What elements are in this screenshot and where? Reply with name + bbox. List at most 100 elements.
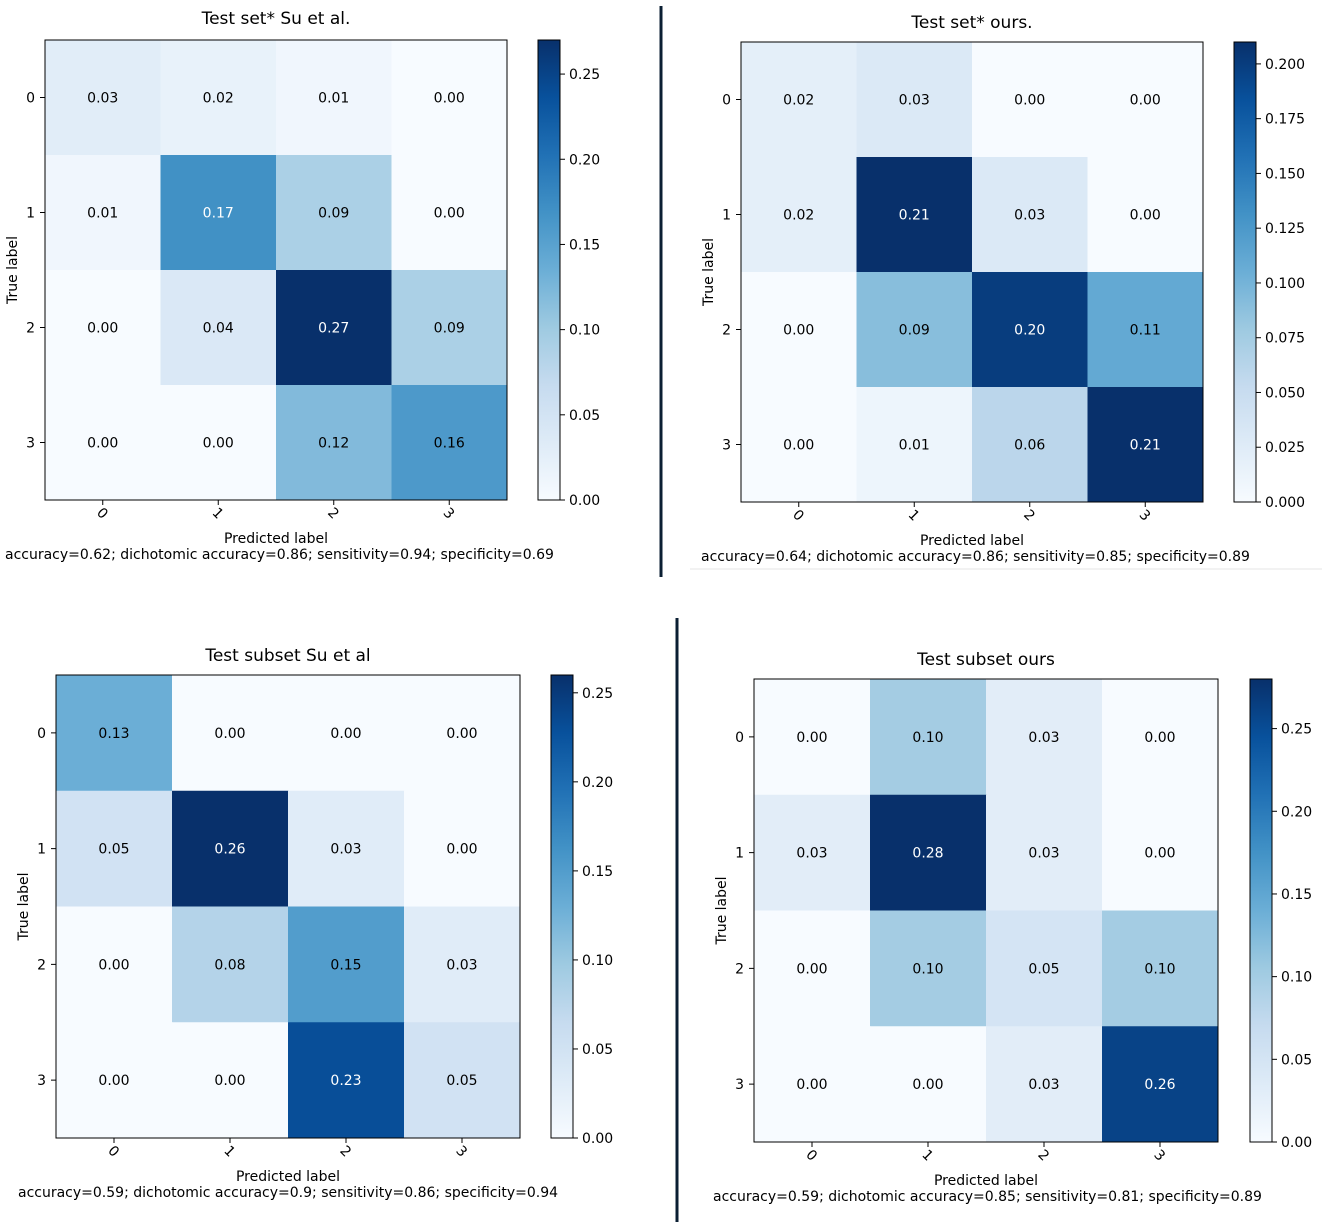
x-tick-label: 2 bbox=[324, 505, 342, 523]
colorbar-tick-label: 0.200 bbox=[1265, 57, 1305, 73]
heatmap-cell bbox=[870, 679, 987, 796]
heatmap-cell bbox=[986, 910, 1103, 1027]
heatmap-cell bbox=[856, 42, 973, 158]
heatmap-cell bbox=[972, 42, 1088, 158]
x-tick-label: 0 bbox=[802, 1147, 820, 1165]
x-tick-label: 0 bbox=[789, 507, 807, 525]
cell-value-label: 0.10 bbox=[912, 730, 943, 746]
x-tick-label: 1 bbox=[209, 505, 227, 523]
heatmap-cell bbox=[45, 155, 161, 271]
colorbar-tick-label: 0.000 bbox=[1265, 495, 1305, 511]
colorbar-tick-label: 0.100 bbox=[1265, 276, 1305, 292]
x-axis-label: Predicted label bbox=[934, 1173, 1038, 1189]
cell-value-label: 0.05 bbox=[98, 842, 129, 858]
heatmap-cell bbox=[404, 790, 521, 907]
heatmap-cell bbox=[856, 387, 973, 503]
heatmap-cell bbox=[172, 906, 289, 1023]
colorbar-tick-label: 0.15 bbox=[1281, 887, 1312, 903]
cell-value-label: 0.00 bbox=[783, 438, 814, 454]
cell-value-label: 0.02 bbox=[203, 91, 234, 107]
heatmap-cell bbox=[972, 272, 1088, 388]
colorbar bbox=[550, 674, 574, 1139]
cell-value-label: 0.03 bbox=[1014, 208, 1045, 224]
cell-value-label: 0.06 bbox=[1014, 438, 1045, 454]
y-axis-label: True label bbox=[714, 876, 730, 945]
y-tick-label: 1 bbox=[735, 846, 744, 862]
y-axis-label: True label bbox=[16, 872, 32, 941]
confusion-matrix-panel-1: Test set* Su et al. 0.03 0.02 0.01 0.00 0.01 0… bbox=[5, 9, 600, 563]
heatmap-cell bbox=[276, 385, 392, 501]
metrics-caption: accuracy=0.64; dichotomic accuracy=0.86;… bbox=[701, 549, 1250, 565]
heatmap-cell bbox=[754, 794, 871, 911]
chart-title: Test subset ours bbox=[916, 650, 1055, 670]
heatmap-cell bbox=[404, 675, 521, 792]
colorbar-tick-label: 0.05 bbox=[582, 1042, 613, 1058]
y-tick-label: 1 bbox=[37, 842, 46, 858]
heatmap-cell bbox=[754, 679, 871, 796]
heatmap-cell bbox=[56, 1022, 173, 1139]
cell-value-label: 0.20 bbox=[1014, 323, 1045, 339]
heatmap-cell bbox=[391, 270, 508, 386]
cell-value-label: 0.01 bbox=[318, 91, 349, 107]
colorbar-tick-label: 0.00 bbox=[582, 1131, 613, 1147]
cell-value-label: 0.04 bbox=[203, 321, 234, 337]
heatmap-cell bbox=[1087, 387, 1204, 503]
cell-value-label: 0.00 bbox=[1144, 730, 1175, 746]
cell-value-label: 0.00 bbox=[1144, 846, 1175, 862]
plot-frame bbox=[44, 39, 508, 501]
colorbar-tick-label: 0.25 bbox=[582, 686, 613, 702]
cell-value-label: 0.02 bbox=[783, 208, 814, 224]
heatmap-cell bbox=[1102, 679, 1219, 796]
cell-value-label: 0.00 bbox=[214, 1073, 245, 1089]
cell-value-label: 0.15 bbox=[330, 957, 361, 973]
heatmap-cell bbox=[288, 906, 405, 1023]
x-tick-label: 0 bbox=[93, 505, 111, 523]
colorbar-tick-label: 0.025 bbox=[1265, 440, 1305, 456]
heatmap-cell bbox=[276, 40, 392, 156]
heatmap-cell bbox=[288, 675, 405, 792]
colorbar bbox=[537, 39, 561, 501]
heatmap-cell bbox=[754, 1026, 871, 1143]
cell-value-label: 0.00 bbox=[330, 726, 361, 742]
heatmap-cell bbox=[288, 1022, 405, 1139]
y-tick-label: 0 bbox=[37, 726, 46, 742]
colorbar-tick-label: 0.10 bbox=[582, 953, 613, 969]
cell-value-label: 0.17 bbox=[203, 206, 234, 222]
y-tick-label: 2 bbox=[37, 957, 46, 973]
heatmap-cell bbox=[1087, 272, 1204, 388]
cell-value-label: 0.05 bbox=[446, 1073, 477, 1089]
heatmap-cell bbox=[1102, 794, 1219, 911]
heatmap-cell bbox=[986, 679, 1103, 796]
heatmap-cell bbox=[56, 675, 173, 792]
y-tick-label: 2 bbox=[26, 321, 35, 337]
cell-value-label: 0.09 bbox=[434, 321, 465, 337]
cell-value-label: 0.01 bbox=[899, 438, 930, 454]
cell-value-label: 0.23 bbox=[330, 1073, 361, 1089]
cell-value-label: 0.03 bbox=[1028, 1077, 1059, 1093]
plot-frame bbox=[740, 41, 1204, 503]
cell-value-label: 0.27 bbox=[318, 321, 349, 337]
cell-value-label: 0.00 bbox=[434, 206, 465, 222]
x-tick-label: 3 bbox=[440, 505, 458, 523]
y-tick-label: 2 bbox=[735, 961, 744, 977]
heatmap-cell bbox=[754, 910, 871, 1027]
y-tick-label: 3 bbox=[26, 436, 35, 452]
colorbar-tick-label: 0.00 bbox=[1281, 1135, 1312, 1151]
heatmap-cell bbox=[870, 794, 987, 911]
cell-value-label: 0.02 bbox=[783, 93, 814, 109]
cell-value-label: 0.00 bbox=[87, 321, 118, 337]
y-tick-label: 2 bbox=[722, 323, 731, 339]
cell-value-label: 0.28 bbox=[912, 846, 943, 862]
colorbar-tick-label: 0.075 bbox=[1265, 331, 1305, 347]
heatmap-cell bbox=[391, 385, 508, 501]
colorbar bbox=[1249, 678, 1273, 1143]
x-tick-label: 1 bbox=[918, 1147, 936, 1165]
heatmap-cell bbox=[986, 1026, 1103, 1143]
confusion-matrix-panel-3: Test subset Su et al 0.13 0.00 0.00 0.00 0.05… bbox=[16, 646, 613, 1201]
cell-value-label: 0.00 bbox=[203, 436, 234, 452]
x-tick-label: 2 bbox=[1034, 1147, 1052, 1165]
heatmap-cell bbox=[56, 906, 173, 1023]
chart-title: Test set* ours. bbox=[910, 13, 1032, 33]
cell-value-label: 0.03 bbox=[87, 91, 118, 107]
